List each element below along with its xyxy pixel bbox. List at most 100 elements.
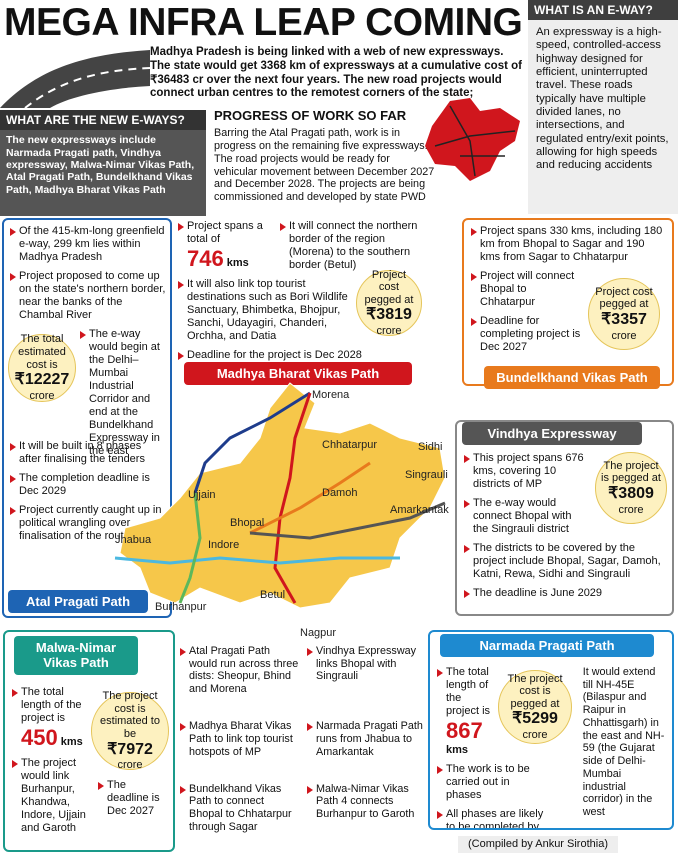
mp-icon xyxy=(425,98,520,181)
bullet: Project will connect Bhopal to Chhatarpu… xyxy=(469,270,584,309)
city-label: Ujjain xyxy=(188,489,216,501)
bullet: The deadline is June 2029 xyxy=(462,587,667,600)
cost-label: Project cost pegged at xyxy=(595,285,653,311)
what-are-text: The new expressways include Narmada Prag… xyxy=(6,134,195,196)
cost-unit: crore xyxy=(117,759,143,772)
span-unit: kms xyxy=(446,743,469,756)
what-is-panel: WHAT IS AN E-WAY? An expressway is a hig… xyxy=(528,0,678,214)
road xyxy=(0,50,150,108)
cost-label: The project cost is estimated to be xyxy=(100,690,160,741)
city-label: Morena xyxy=(312,389,350,401)
span: Project spans a total of 746 kms xyxy=(176,220,272,272)
what-is-text: An expressway is a high-speed, controlle… xyxy=(536,26,669,172)
narmada-route xyxy=(114,556,400,565)
malwa-nimar-panel: The total length of the project is 450 km… xyxy=(3,630,175,852)
bullet: The districts to be covered by the proje… xyxy=(462,542,667,581)
intro: Madhya Pradesh is being linked with a we… xyxy=(150,46,522,100)
city-label: Nagpur xyxy=(300,627,336,639)
malwa-nimar-route xyxy=(178,492,202,604)
cost-unit: crore xyxy=(611,329,637,342)
map: Morena Chhatarpur Sidhi Singrauli Ujjain Bhop… xyxy=(114,382,449,639)
bullet: All phases are likely to be completed by… xyxy=(435,808,550,828)
road-line xyxy=(24,67,150,108)
bundelkhand-label: Bundelkhand Vikas Path xyxy=(484,366,660,390)
bullet: This project spans 676 kms, covering 10 … xyxy=(462,452,587,491)
what-is-title: WHAT IS AN E-WAY? xyxy=(528,0,678,21)
bullet: It will be built in 8 phases after final… xyxy=(8,440,166,466)
city-label: Damoh xyxy=(322,487,357,499)
summary-item: Narmada Pragati Path runs from Jhabua to… xyxy=(305,720,426,769)
mp-shape xyxy=(425,98,520,181)
bundelkhand-route xyxy=(249,461,371,535)
span-value: 450 xyxy=(21,724,58,750)
progress-panel: PROGRESS OF WORK SO FAR Barring the Atal… xyxy=(214,108,436,204)
cost-label: Project cost pegged at xyxy=(364,268,414,306)
road-graphic xyxy=(0,50,150,108)
cost-unit: crore xyxy=(522,728,548,741)
span: The total length of the project is 867 km… xyxy=(435,666,495,757)
vindhya-route xyxy=(249,501,446,540)
cost-badge: The project cost is pegged at ₹5299 cror… xyxy=(498,670,572,744)
credit: (Compiled by Ankur Sirothia) xyxy=(457,836,618,853)
mp-map xyxy=(119,382,446,609)
atal-route xyxy=(193,391,311,494)
bullet: The project would link Burhanpur, Khandw… xyxy=(10,757,92,835)
extend-text: It would extend till NH-45E (Bilaspur an… xyxy=(582,666,665,819)
bullet: Of the 415-km-long greenfield e-way, 299… xyxy=(8,225,166,264)
cost-amount: ₹7972 xyxy=(107,740,153,758)
cost-amount: ₹3809 xyxy=(608,485,654,503)
progress-title: PROGRESS OF WORK SO FAR xyxy=(214,108,407,123)
bullet: Deadline for completing project is Dec 2… xyxy=(469,315,584,354)
madhya-bharat-panel: Project spans a total of 746 kms It will … xyxy=(176,220,422,362)
summary-item: Bundelkhand Vikas Path to connect Bhopal… xyxy=(178,783,299,844)
span-value: 746 xyxy=(187,245,224,271)
city-label: Amarkantak xyxy=(390,504,449,516)
narmada-label: Narmada Pragati Path xyxy=(440,634,654,658)
bullet: The deadline is Dec 2027 xyxy=(96,779,166,835)
cost-amount: ₹3357 xyxy=(601,311,647,329)
cost-label: The project cost is pegged at xyxy=(507,672,563,710)
what-are-title: WHAT ARE THE NEW E-WAYS? xyxy=(0,110,206,131)
madhya-bharat-route xyxy=(273,392,312,604)
cost-badge: The project cost is estimated to be ₹797… xyxy=(91,690,169,772)
span-label: Project spans a total of xyxy=(187,220,263,245)
cost-label: The project is pegged at xyxy=(601,459,661,485)
summary-item: Malwa-Nimar Vikas Path 4 connects Burhan… xyxy=(305,783,426,844)
cost-badge: The project is pegged at ₹3809 crore xyxy=(595,452,667,524)
cost-label: The total estimated cost is xyxy=(18,333,66,371)
summary-item: Madhya Bharat Vikas Path to link top tou… xyxy=(178,720,299,769)
span-unit: kms xyxy=(60,735,83,748)
bullet: Deadline for the project is Dec 2028 xyxy=(176,349,422,362)
cost-badge: Project cost pegged at ₹3357 crore xyxy=(588,278,660,350)
summary: Atal Pragati Path would run across three… xyxy=(178,645,426,850)
city-label: Singrauli xyxy=(405,469,448,481)
cost-unit: crore xyxy=(618,503,644,516)
span-label: The total length of the project is xyxy=(21,686,82,724)
cost-amount: ₹3819 xyxy=(366,306,412,324)
cost-amount: ₹12227 xyxy=(14,371,70,389)
cost-unit: crore xyxy=(376,324,402,337)
city-label: Indore xyxy=(208,539,239,551)
title: MEGA INFRA LEAP COMING xyxy=(4,1,523,44)
bullet: The work is to be carried out in phases xyxy=(435,763,545,802)
vindhya-panel: This project spans 676 kms, covering 10 … xyxy=(455,420,674,616)
summary-item: Vindhya Expressway links Bhopal with Sin… xyxy=(305,645,426,706)
cost-amount: ₹5299 xyxy=(512,710,558,728)
city-labels: Morena Chhatarpur Sidhi Singrauli Ujjain Bhop… xyxy=(115,389,449,639)
what-are-panel: WHAT ARE THE NEW E-WAYS? The new express… xyxy=(0,110,206,216)
cost-badge: The total estimated cost is ₹12227 crore xyxy=(8,333,76,402)
madhya-bharat-label: Madhya Bharat Vikas Path xyxy=(184,362,412,386)
city-label: Burhanpur xyxy=(155,601,207,613)
bundelkhand-panel: Project spans 330 kms, including 180 km … xyxy=(462,218,674,386)
cost-unit: crore xyxy=(29,389,55,402)
city-label: Betul xyxy=(260,589,285,601)
span-label: The total length of the project is xyxy=(446,666,491,717)
cost-badge: Project cost pegged at ₹3819 crore xyxy=(356,268,422,337)
vindhya-label: Vindhya Expressway xyxy=(462,422,642,446)
atal-label: Atal Pragati Path xyxy=(8,590,148,614)
mp-routes xyxy=(434,105,516,177)
city-label: Bhopal xyxy=(230,517,264,529)
narmada-panel: The total length of the project is 867 km… xyxy=(428,630,674,830)
atal-panel: Of the 415-km-long greenfield e-way, 299… xyxy=(2,218,172,618)
